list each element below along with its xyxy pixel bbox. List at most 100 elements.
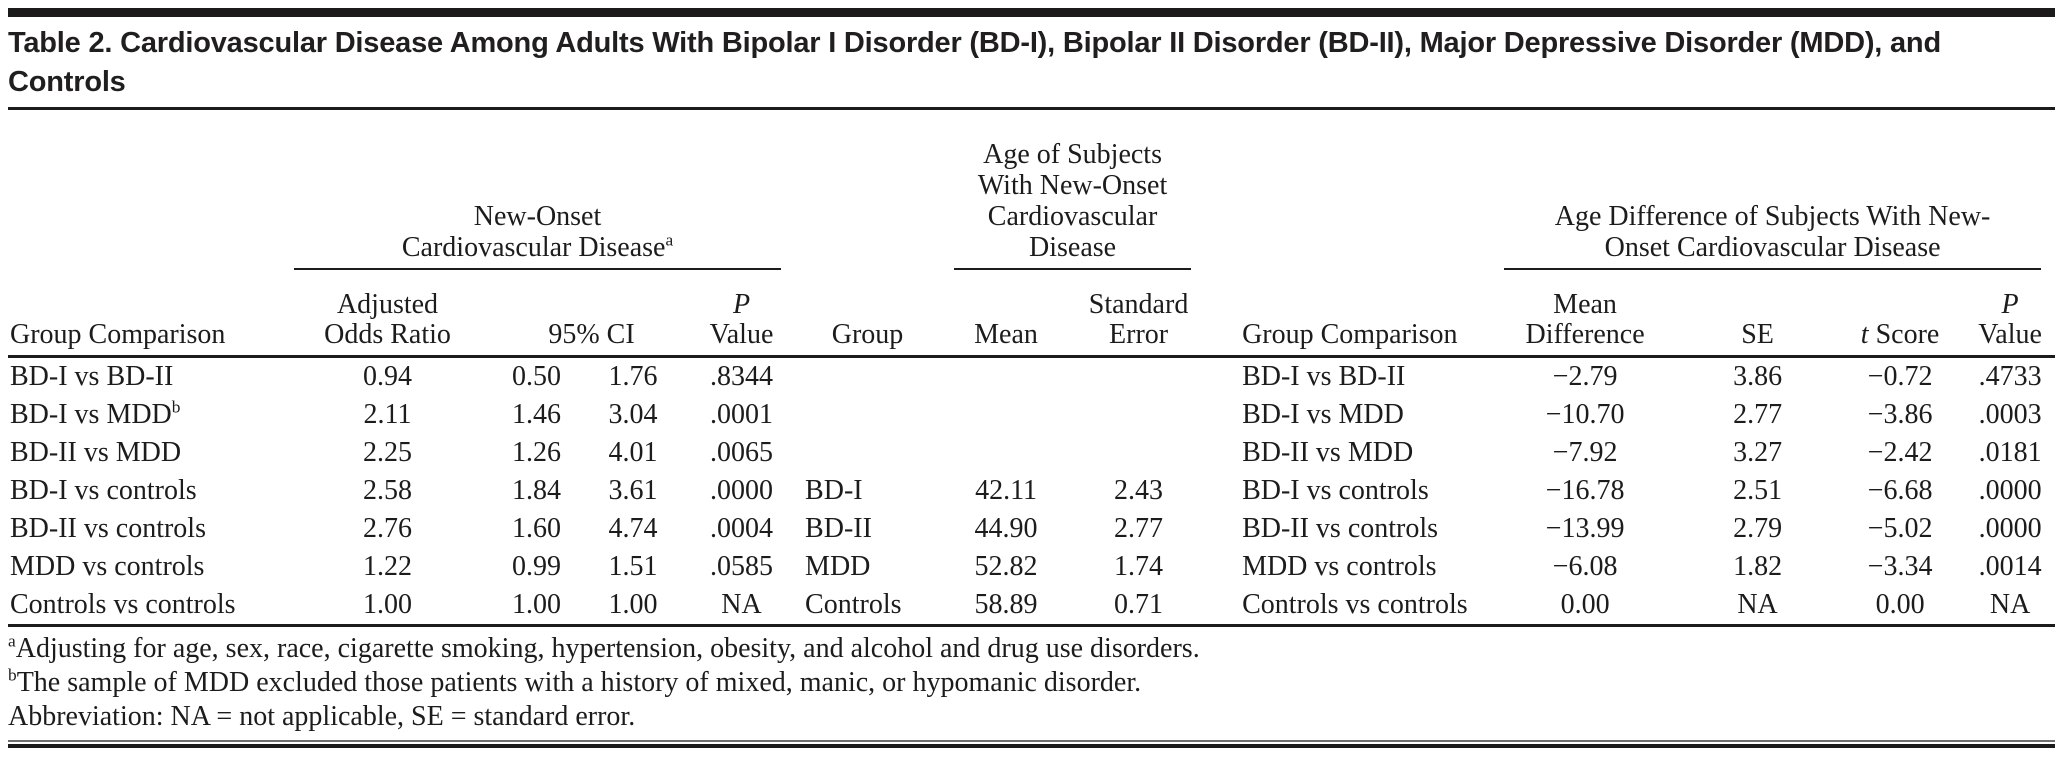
cell-t-score: −2.42 bbox=[1867, 437, 1933, 468]
cell-se: 2.77 bbox=[1733, 399, 1783, 430]
footnote-a: aAdjusting for age, sex, race, cigarette… bbox=[8, 631, 1200, 664]
header-group-comparison-1: Group Comparison bbox=[8, 270, 280, 358]
cell-group-comparison-1: BD-II vs MDD bbox=[10, 437, 182, 468]
footnote-abbreviation: Abbreviation: NA = not applicable, SE = … bbox=[8, 701, 636, 732]
cell-ci-upper: 4.01 bbox=[608, 437, 658, 468]
spanner-age-of-subjects: Age of Subjects With New-Onset Cardiovas… bbox=[940, 110, 1205, 270]
cell-group bbox=[795, 396, 940, 434]
cell-group-comparison-1: BD-I vs BD-II bbox=[10, 361, 174, 392]
header-adjusted-odds-ratio: Adjusted Odds Ratio bbox=[280, 270, 495, 358]
cell-mean-difference: −16.78 bbox=[1545, 475, 1625, 506]
cell-p-value-2: .0014 bbox=[1978, 551, 2042, 582]
spanner-age-difference: Age Difference of Subjects With New- Ons… bbox=[1490, 110, 2055, 270]
spanner-line: Disease bbox=[1029, 232, 1117, 263]
table-row: BD-II vs controls 2.76 1.60 4.74 .0004 B… bbox=[8, 510, 2055, 548]
header-p-value-1: P Value bbox=[688, 270, 796, 358]
header-mean: Mean bbox=[940, 270, 1073, 358]
footnote-marker-b: b bbox=[171, 397, 181, 417]
cell-ci-upper: 3.04 bbox=[608, 399, 658, 430]
header-se: SE bbox=[1680, 270, 1836, 358]
cell-p-value-2: .0000 bbox=[1978, 513, 2042, 544]
cell-se: NA bbox=[1680, 586, 1836, 627]
cell-group: BD-II bbox=[805, 513, 872, 544]
cell-standard-error: 2.43 bbox=[1114, 475, 1164, 506]
spanner-line: Age Difference of Subjects With New- bbox=[1554, 201, 1991, 232]
cell-ci-upper: 1.76 bbox=[608, 361, 658, 392]
cell-group-comparison-2: BD-I vs BD-II bbox=[1242, 361, 1406, 392]
cell-t-score: −3.34 bbox=[1867, 551, 1933, 582]
spanner-line: Onset Cardiovascular Disease bbox=[1604, 232, 1941, 263]
header-group: Group bbox=[795, 270, 941, 358]
bottom-thick-rule bbox=[8, 744, 2055, 748]
cell-se: 2.51 bbox=[1733, 475, 1783, 506]
cell-ci-lower: 1.46 bbox=[512, 399, 561, 430]
cell-ci-lower: 1.00 bbox=[495, 586, 578, 627]
spacer-cell bbox=[1205, 548, 1240, 586]
cell-group-comparison-2: BD-II vs controls bbox=[1242, 513, 1439, 544]
spacer-cell bbox=[1205, 270, 1241, 358]
cell-adjusted-odds-ratio: 1.22 bbox=[363, 551, 412, 582]
spanner-line: New-Onset bbox=[473, 201, 602, 232]
table-row: Controls vs controls 1.00 1.00 1.00 NA C… bbox=[8, 586, 2056, 627]
header-standard-error: Standard Error bbox=[1072, 270, 1206, 358]
spacer-cell bbox=[1205, 357, 1240, 397]
cell-mean-difference: −7.92 bbox=[1552, 437, 1618, 468]
cell-se: 2.79 bbox=[1733, 513, 1783, 544]
cell-p-value-1: .0585 bbox=[710, 551, 774, 582]
cell-group-comparison-1: BD-I vs controls bbox=[10, 475, 197, 506]
cell-ci-upper: 1.00 bbox=[578, 586, 688, 627]
cell-group-comparison-2: BD-I vs MDD bbox=[1242, 399, 1404, 430]
spanner-new-onset-cvd: New-Onset Cardiovascular Diseasea bbox=[280, 110, 795, 270]
cardiovascular-disease-table: New-Onset Cardiovascular Diseasea Age of… bbox=[8, 110, 2056, 627]
cell-mean bbox=[940, 396, 1072, 434]
table-header: New-Onset Cardiovascular Diseasea Age of… bbox=[8, 110, 2056, 358]
table-row: BD-I vs MDDb 2.11 1.46 3.04 .0001 BD-I v… bbox=[8, 396, 2055, 434]
cell-p-value-2: .0003 bbox=[1978, 399, 2042, 430]
table-row: BD-I vs BD-II 0.94 0.50 1.76 .8344 BD-I … bbox=[8, 357, 2055, 397]
header-group-comparison-2: Group Comparison bbox=[1240, 270, 1491, 358]
cell-mean bbox=[940, 434, 1072, 472]
cell-p-value-2: NA bbox=[1965, 586, 2056, 627]
cell-group: BD-I bbox=[805, 475, 863, 506]
header-t-score: t Score bbox=[1835, 270, 1966, 358]
cell-ci-lower: 1.26 bbox=[512, 437, 561, 468]
footnotes: aAdjusting for age, sex, race, cigarette… bbox=[8, 632, 2055, 734]
cell-standard-error bbox=[1072, 434, 1205, 472]
cell-standard-error: 0.71 bbox=[1072, 586, 1206, 627]
cell-t-score: −0.72 bbox=[1867, 361, 1933, 392]
header-p-value-2: P Value bbox=[1965, 270, 2056, 358]
spanner-line: Cardiovascular bbox=[987, 201, 1158, 232]
cell-adjusted-odds-ratio: 2.11 bbox=[363, 399, 412, 430]
cell-group: MDD bbox=[805, 551, 871, 582]
cell-standard-error bbox=[1072, 357, 1205, 397]
table-row: BD-I vs controls 2.58 1.84 3.61 .0000 BD… bbox=[8, 472, 2055, 510]
cell-group-comparison-2: BD-I vs controls bbox=[1242, 475, 1429, 506]
cell-t-score: −3.86 bbox=[1867, 399, 1933, 430]
table-body: BD-I vs BD-II 0.94 0.50 1.76 .8344 BD-I … bbox=[8, 357, 2056, 627]
cell-mean bbox=[940, 357, 1072, 397]
spacer-cell bbox=[1205, 396, 1240, 434]
bottom-thin-rule bbox=[8, 740, 2055, 742]
spacer-cell bbox=[1205, 510, 1240, 548]
footnote-a-marker: a bbox=[8, 631, 16, 651]
cell-se: 1.82 bbox=[1733, 551, 1783, 582]
table-row: BD-II vs MDD 2.25 1.26 4.01 .0065 BD-II … bbox=[8, 434, 2055, 472]
footnote-b-marker: b bbox=[8, 665, 17, 685]
table-figure: Table 2. Cardiovascular Disease Among Ad… bbox=[8, 8, 2056, 748]
cell-p-value-2: .4733 bbox=[1978, 361, 2042, 392]
empty-cell bbox=[1240, 110, 1490, 270]
cell-mean-difference: 0.00 bbox=[1490, 586, 1681, 627]
cell-mean-difference: −10.70 bbox=[1545, 399, 1625, 430]
cell-ci-upper: 4.74 bbox=[608, 513, 658, 544]
spacer-cell bbox=[1205, 472, 1240, 510]
cell-p-value-2: .0181 bbox=[1978, 437, 2042, 468]
cell-adjusted-odds-ratio: 0.94 bbox=[363, 361, 412, 392]
cell-p-value-1: .0065 bbox=[710, 437, 774, 468]
cell-p-value-2: .0000 bbox=[1978, 475, 2042, 506]
cell-group-comparison-1: MDD vs controls bbox=[10, 551, 205, 582]
cell-group-comparison-1: Controls vs controls bbox=[8, 586, 280, 627]
cell-adjusted-odds-ratio: 1.00 bbox=[280, 586, 495, 627]
title-rule bbox=[8, 107, 2055, 110]
cell-p-value-1: .8344 bbox=[710, 361, 774, 392]
cell-mean: 42.11 bbox=[975, 475, 1038, 506]
